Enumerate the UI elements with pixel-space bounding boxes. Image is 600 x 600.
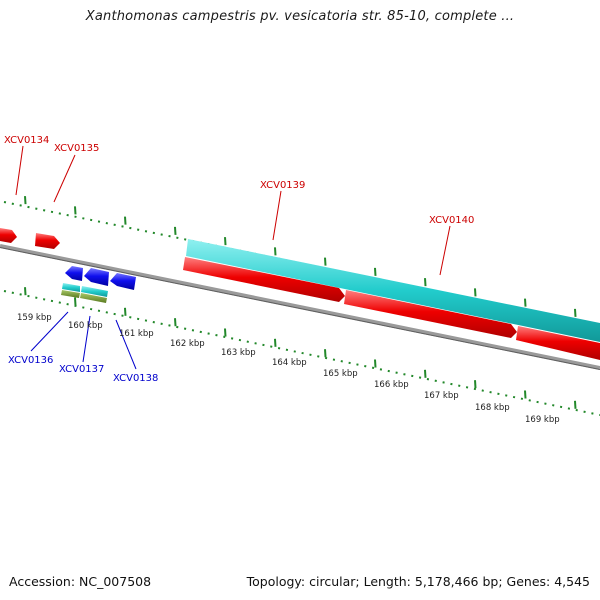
upper-track-major-tick xyxy=(274,247,277,256)
label-xcv0139[interactable]: XCV0139 xyxy=(260,180,305,241)
lower-track-major-tick xyxy=(374,359,377,368)
kbp-label-165: 165 kbp xyxy=(323,369,358,379)
topology-label: Topology: circular; Length: 5,178,466 bp… xyxy=(246,574,590,589)
upper-track-major-tick xyxy=(374,267,377,276)
kbp-label-161: 161 kbp xyxy=(119,329,154,339)
upper-track-major-tick xyxy=(574,308,577,317)
upper-track-major-tick xyxy=(74,206,77,215)
label-xcv0135[interactable]: XCV0135 xyxy=(53,143,99,203)
kbp-label-164: 164 kbp xyxy=(272,358,307,368)
genome-backbone xyxy=(0,244,600,370)
kbp-label-162: 162 kbp xyxy=(170,339,205,349)
lower-track-major-tick xyxy=(474,380,477,389)
label-xcv0139-text: XCV0139 xyxy=(260,180,305,191)
label-xcv0138[interactable]: XCV0138 xyxy=(113,319,158,384)
lower-track-major-tick xyxy=(174,318,177,327)
accession-label: Accession: NC_007508 xyxy=(9,574,152,589)
gene-xcv0140-arrow[interactable] xyxy=(344,290,517,338)
gene-xcv0138-arrow[interactable] xyxy=(110,273,136,290)
label-xcv0138-text: XCV0138 xyxy=(113,373,158,384)
label-xcv0137[interactable]: XCV0137 xyxy=(59,315,104,375)
lower-tick-track xyxy=(3,287,600,416)
kbp-label-167: 167 kbp xyxy=(424,391,459,401)
lower-track-major-tick xyxy=(324,349,327,358)
upper-track-major-tick xyxy=(24,196,27,205)
kbp-label-166: 166 kbp xyxy=(374,380,409,390)
lower-track-major-tick xyxy=(274,338,277,347)
upper-track-major-tick xyxy=(524,298,527,307)
upper-track-major-tick xyxy=(174,226,177,235)
gene-xcv0139-arrow[interactable] xyxy=(183,257,345,302)
gene-xcv0137-arrow[interactable] xyxy=(84,268,109,286)
kbp-label-159: 159 kbp xyxy=(17,313,52,323)
label-xcv0140-text: XCV0140 xyxy=(429,215,474,226)
gene-xcv0134-arrow[interactable] xyxy=(0,228,17,243)
lower-track-major-tick xyxy=(224,328,227,337)
label-xcv0136-text: XCV0136 xyxy=(8,355,53,366)
label-xcv0135-text: XCV0135 xyxy=(54,143,99,154)
lower-track-major-tick xyxy=(74,297,77,306)
label-xcv0136[interactable]: XCV0136 xyxy=(8,311,69,366)
cds-feature-xcv0139[interactable] xyxy=(186,239,600,342)
kbp-label-163: 163 kbp xyxy=(221,348,256,358)
cds-feature-small[interactable] xyxy=(62,283,108,297)
lower-track-major-tick xyxy=(124,307,127,316)
lower-track-major-tick xyxy=(424,369,427,378)
upper-track-major-tick xyxy=(224,237,227,246)
kbp-label-168: 168 kbp xyxy=(475,403,510,413)
map-title: Xanthomonas campestris pv. vesicatoria s… xyxy=(85,9,515,24)
lower-track-major-tick xyxy=(524,390,527,399)
label-xcv0134[interactable]: XCV0134 xyxy=(4,135,49,196)
lower-track-major-tick xyxy=(24,287,27,296)
gene-xcv0135-arrow[interactable] xyxy=(35,233,60,249)
upper-track-major-tick xyxy=(324,257,327,266)
upper-track-major-tick xyxy=(474,288,477,297)
upper-track-major-tick xyxy=(124,216,127,225)
rna-feature-small[interactable] xyxy=(61,290,107,303)
gene-next-arrow[interactable] xyxy=(516,326,600,360)
kbp-ruler-labels: 159 kbp 160 kbp 161 kbp 162 kbp 163 kbp … xyxy=(17,313,560,425)
gene-xcv0136-arrow[interactable] xyxy=(65,266,83,281)
label-xcv0137-text: XCV0137 xyxy=(59,364,104,375)
kbp-label-160: 160 kbp xyxy=(68,321,103,331)
label-xcv0140[interactable]: XCV0140 xyxy=(429,215,474,276)
label-xcv0134-text: XCV0134 xyxy=(4,135,49,146)
lower-track-major-tick xyxy=(574,400,577,409)
upper-track-major-tick xyxy=(424,278,427,287)
kbp-label-169: 169 kbp xyxy=(525,415,560,425)
